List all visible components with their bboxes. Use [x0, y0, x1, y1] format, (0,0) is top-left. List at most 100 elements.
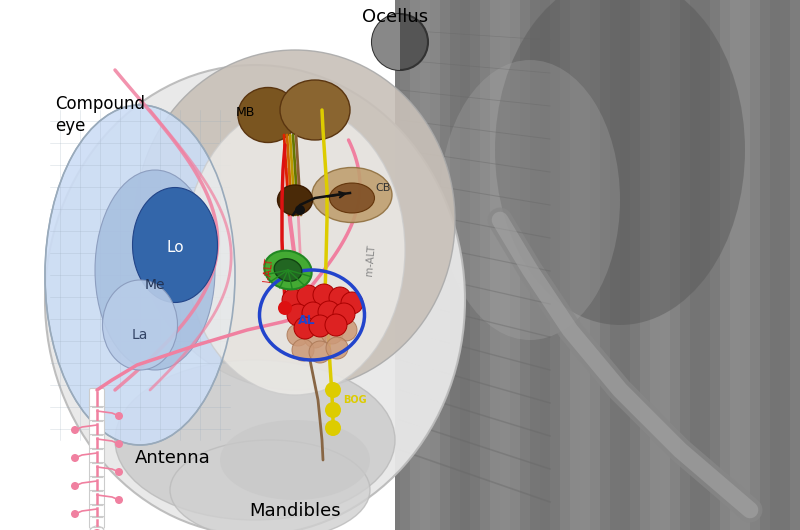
Ellipse shape	[185, 105, 405, 395]
Bar	[450, 0, 460, 530]
Circle shape	[287, 324, 309, 346]
Circle shape	[372, 14, 428, 70]
Bar	[670, 0, 680, 530]
Ellipse shape	[238, 87, 298, 143]
Ellipse shape	[170, 440, 370, 530]
Bar	[610, 0, 620, 530]
Circle shape	[325, 314, 347, 336]
Bar	[530, 0, 540, 530]
Bar	[740, 0, 750, 530]
Text: Mandibles: Mandibles	[249, 502, 341, 520]
Circle shape	[282, 289, 304, 311]
FancyBboxPatch shape	[90, 388, 105, 409]
Circle shape	[318, 301, 340, 323]
Ellipse shape	[133, 188, 218, 303]
Bar	[580, 0, 590, 530]
Text: Ocellus: Ocellus	[362, 8, 428, 26]
Ellipse shape	[115, 360, 395, 520]
Bar	[600, 0, 610, 530]
Bar	[560, 0, 570, 530]
Wedge shape	[372, 14, 400, 70]
Bar	[660, 0, 670, 530]
Circle shape	[329, 287, 351, 309]
Bar	[460, 0, 470, 530]
FancyBboxPatch shape	[90, 407, 105, 422]
Circle shape	[325, 402, 341, 418]
Ellipse shape	[45, 65, 465, 530]
Circle shape	[341, 292, 363, 314]
Text: Me: Me	[145, 278, 166, 292]
Text: AL: AL	[298, 314, 316, 326]
Circle shape	[71, 510, 79, 518]
Bar	[510, 0, 520, 530]
Ellipse shape	[312, 167, 392, 223]
Text: CB: CB	[375, 183, 390, 193]
Bar	[790, 0, 800, 530]
Bar	[540, 0, 550, 530]
Bar	[770, 0, 780, 530]
Circle shape	[287, 304, 309, 326]
Circle shape	[321, 322, 343, 344]
Bar	[470, 0, 480, 530]
Bar	[640, 0, 650, 530]
Ellipse shape	[220, 420, 370, 500]
Circle shape	[326, 337, 348, 359]
Bar	[440, 0, 450, 530]
Circle shape	[294, 317, 316, 339]
Circle shape	[115, 412, 123, 420]
Bar	[395, 0, 800, 530]
FancyBboxPatch shape	[90, 420, 105, 437]
Bar	[630, 0, 640, 530]
Bar	[690, 0, 700, 530]
Bar	[430, 0, 440, 530]
Ellipse shape	[95, 170, 215, 370]
Bar	[720, 0, 730, 530]
Bar	[490, 0, 500, 530]
Circle shape	[115, 496, 123, 504]
FancyBboxPatch shape	[90, 435, 105, 450]
Circle shape	[297, 285, 319, 307]
Text: m-ALT: m-ALT	[364, 244, 376, 276]
Bar	[570, 0, 580, 530]
Circle shape	[115, 440, 123, 448]
Text: MB: MB	[236, 105, 255, 119]
Bar	[650, 0, 660, 530]
Circle shape	[71, 454, 79, 462]
Circle shape	[115, 468, 123, 476]
Circle shape	[309, 315, 331, 337]
Bar	[420, 0, 430, 530]
Bar	[550, 0, 560, 530]
Ellipse shape	[264, 251, 312, 289]
Text: Lo: Lo	[166, 241, 184, 255]
Circle shape	[89, 526, 105, 530]
Circle shape	[309, 341, 331, 363]
Text: l-ALT: l-ALT	[262, 258, 274, 282]
Bar	[750, 0, 760, 530]
Circle shape	[335, 319, 357, 341]
Circle shape	[278, 301, 292, 315]
Circle shape	[325, 420, 341, 436]
Bar	[620, 0, 630, 530]
Ellipse shape	[102, 280, 178, 370]
Ellipse shape	[135, 50, 455, 390]
Bar	[760, 0, 770, 530]
Bar	[710, 0, 720, 530]
FancyBboxPatch shape	[90, 517, 105, 528]
Text: BOG: BOG	[343, 395, 366, 405]
Bar	[780, 0, 790, 530]
FancyBboxPatch shape	[90, 505, 105, 518]
Text: La: La	[132, 328, 148, 342]
Circle shape	[92, 529, 102, 530]
Bar	[520, 0, 530, 530]
Circle shape	[333, 303, 355, 325]
Ellipse shape	[280, 80, 350, 140]
Ellipse shape	[278, 185, 313, 215]
Bar	[680, 0, 690, 530]
FancyBboxPatch shape	[90, 490, 105, 507]
Circle shape	[71, 426, 79, 434]
Bar	[480, 0, 490, 530]
Bar	[700, 0, 710, 530]
Circle shape	[313, 284, 335, 306]
Circle shape	[295, 205, 305, 215]
Circle shape	[325, 382, 341, 398]
